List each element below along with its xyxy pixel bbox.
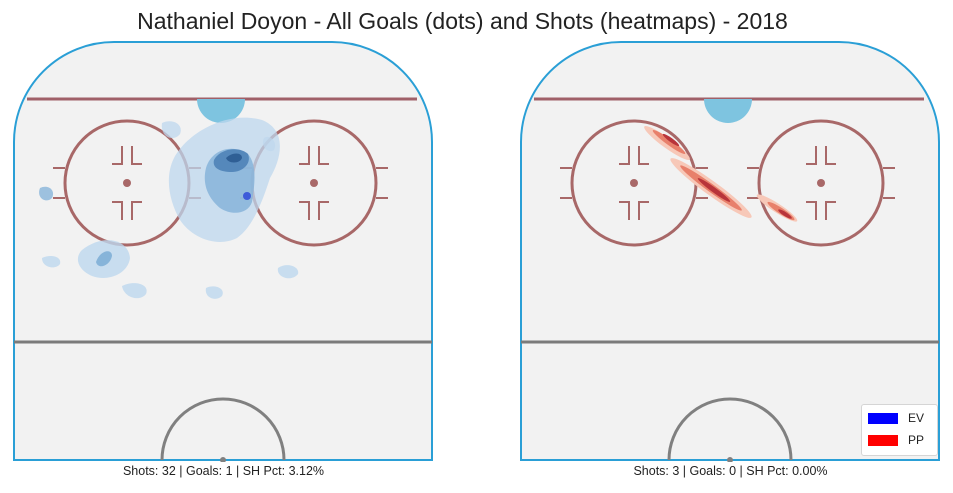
ev-stats-caption: Shots: 32 | Goals: 1 | SH Pct: 3.12% xyxy=(122,464,325,478)
legend: EV PP xyxy=(861,404,938,456)
legend-label-ev: EV xyxy=(908,411,925,425)
ev-goal-dot xyxy=(243,192,251,200)
legend-entry-pp: PP xyxy=(868,433,924,447)
center-dot xyxy=(220,457,226,462)
legend-label-pp: PP xyxy=(908,433,925,447)
rink-surface xyxy=(520,41,940,461)
legend-swatch-ev xyxy=(868,412,898,424)
goal-crease xyxy=(704,99,752,123)
pp-rink-panel xyxy=(520,41,940,462)
pp-stats-caption: Shots: 3 | Goals: 0 | SH Pct: 0.00% xyxy=(633,464,828,478)
ev-shot-heatmap xyxy=(39,117,299,299)
chart-title: Nathaniel Doyon - All Goals (dots) and S… xyxy=(137,8,788,34)
goal-crease xyxy=(197,99,245,123)
neutral-faceoff-arc xyxy=(667,397,793,461)
rink-surface xyxy=(13,41,433,461)
neutral-faceoff-arc xyxy=(160,397,286,461)
legend-swatch-pp xyxy=(868,434,898,446)
faceoff-circle-right xyxy=(747,119,895,247)
legend-entry-ev: EV xyxy=(868,411,924,425)
ev-rink-panel xyxy=(13,41,433,462)
pp-shot-heatmap xyxy=(644,126,798,222)
center-dot xyxy=(727,457,733,462)
